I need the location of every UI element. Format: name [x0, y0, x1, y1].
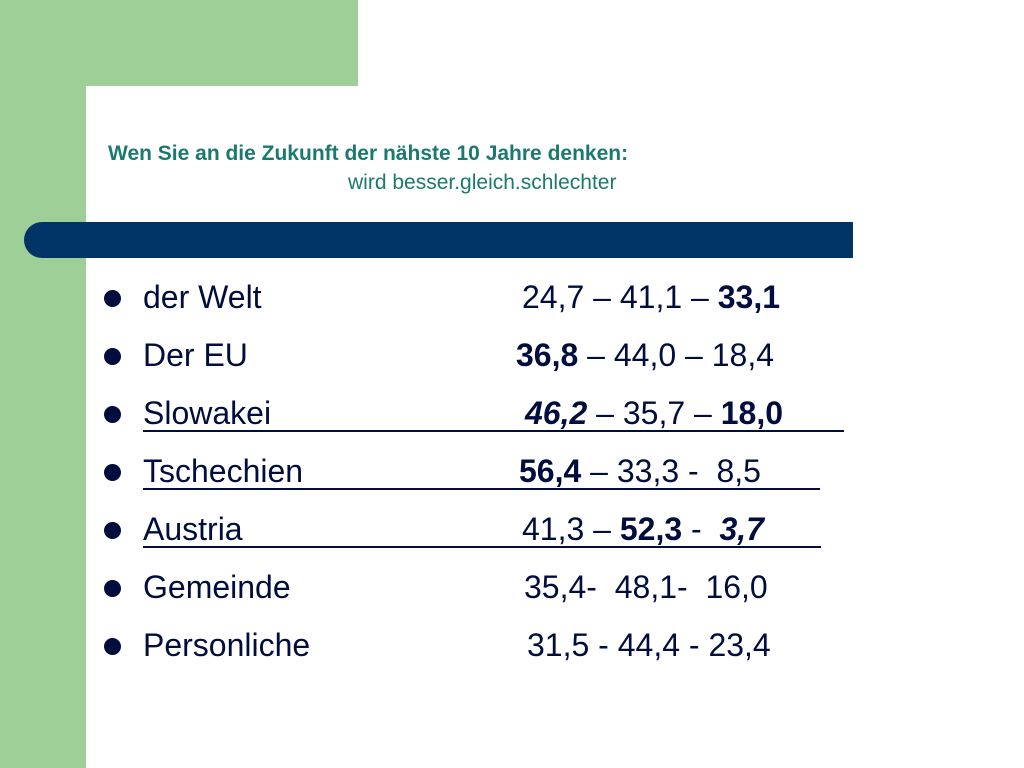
value-schlechter: 18,0 — [720, 395, 783, 431]
value-schlechter: 3,7 — [719, 511, 764, 547]
bullet-icon — [104, 580, 121, 597]
list-item-values: 56,4 – 33,3 - 8,5 — [519, 442, 761, 500]
value-separator: – — [685, 395, 721, 431]
value-separator: - — [586, 569, 615, 605]
value-besser: 24,7 — [522, 279, 585, 315]
value-schlechter: 16,0 — [705, 569, 768, 605]
value-besser: 36,8 — [516, 337, 579, 373]
value-besser: 35,4 — [524, 569, 587, 605]
list-item-label: der Welt — [143, 279, 262, 315]
list-item-label: Personliche — [143, 627, 311, 663]
value-schlechter: 23,4 — [708, 627, 771, 663]
value-schlechter: 8,5 — [716, 453, 761, 489]
list-item-values: 24,7 – 41,1 – 33,1 — [522, 268, 780, 326]
value-besser: 46,2 — [525, 395, 588, 431]
list-item-label: Austria — [143, 511, 243, 547]
content-panel — [86, 86, 1024, 768]
value-gleich: 48,1 — [614, 569, 677, 605]
value-separator: - — [680, 627, 709, 663]
left-accent-bar — [0, 0, 86, 768]
value-separator: – — [578, 337, 614, 373]
value-gleich: 52,3 — [619, 511, 683, 547]
list-item: Personliche 31,5 - 44,4 - 23,4 — [0, 616, 1024, 674]
value-gleich: 35,7 — [622, 395, 686, 431]
list-item: Tschechien 56,4 – 33,3 - 8,5 — [0, 442, 1024, 500]
bullet-icon — [104, 290, 121, 307]
value-besser: 31,5 — [527, 627, 590, 663]
value-gleich: 44,0 — [613, 337, 677, 373]
list-item-values: 31,5 - 44,4 - 23,4 — [527, 616, 771, 674]
list-item-label: Tschechien — [143, 453, 304, 489]
value-gleich: 44,4 — [617, 627, 680, 663]
slide-subtitle: wird besser.gleich.schlechter — [348, 171, 617, 194]
row-underline — [143, 430, 844, 432]
list-item: Slowakei 46,2 – 35,7 – 18,0 — [0, 384, 1024, 442]
list-item-values: 41,3 – 52,3 - 3,7 — [522, 500, 764, 558]
value-separator: – — [682, 279, 718, 315]
bullet-icon — [104, 522, 121, 539]
value-besser: 41,3 — [522, 511, 585, 547]
value-schlechter: 33,1 — [717, 279, 780, 315]
list-item-label: Slowakei — [143, 395, 272, 431]
bullet-icon — [104, 406, 121, 423]
value-separator: – — [584, 511, 620, 547]
value-separator: - — [677, 569, 706, 605]
value-gleich: 41,1 — [619, 279, 683, 315]
value-separator: – — [584, 279, 620, 315]
list-item: Austria 41,3 – 52,3 - 3,7 — [0, 500, 1024, 558]
list-item: Gemeinde 35,4- 48,1- 16,0 — [0, 558, 1024, 616]
value-schlechter: 18,4 — [711, 337, 774, 373]
value-separator: – — [587, 395, 623, 431]
list-item-values: 36,8 – 44,0 – 18,4 — [516, 326, 774, 384]
title-divider-bar — [24, 222, 853, 258]
value-separator: – — [581, 453, 617, 489]
slide-title: Wen Sie an die Zukunft der nähste 10 Jah… — [108, 142, 629, 165]
value-separator: - — [682, 511, 720, 547]
value-separator: - — [679, 453, 717, 489]
list-item-label: Der EU — [143, 337, 248, 373]
row-underline — [143, 546, 821, 548]
list-item: der Welt 24,7 – 41,1 – 33,1 — [0, 268, 1024, 326]
bullet-icon — [104, 638, 121, 655]
list-item-values: 46,2 – 35,7 – 18,0 — [525, 384, 783, 442]
list-item-values: 35,4- 48,1- 16,0 — [524, 558, 768, 616]
value-besser: 56,4 — [519, 453, 582, 489]
bullet-icon — [104, 464, 121, 481]
bullet-icon — [104, 348, 121, 365]
title-block: Wen Sie an die Zukunft der nähste 10 Jah… — [108, 141, 629, 194]
value-gleich: 33,3 — [616, 453, 680, 489]
row-underline — [143, 488, 820, 490]
list-item: Der EU 36,8 – 44,0 – 18,4 — [0, 326, 1024, 384]
top-accent-block — [86, 0, 358, 86]
value-separator: – — [676, 337, 712, 373]
value-separator: - — [589, 627, 618, 663]
list-item-label: Gemeinde — [143, 569, 291, 605]
